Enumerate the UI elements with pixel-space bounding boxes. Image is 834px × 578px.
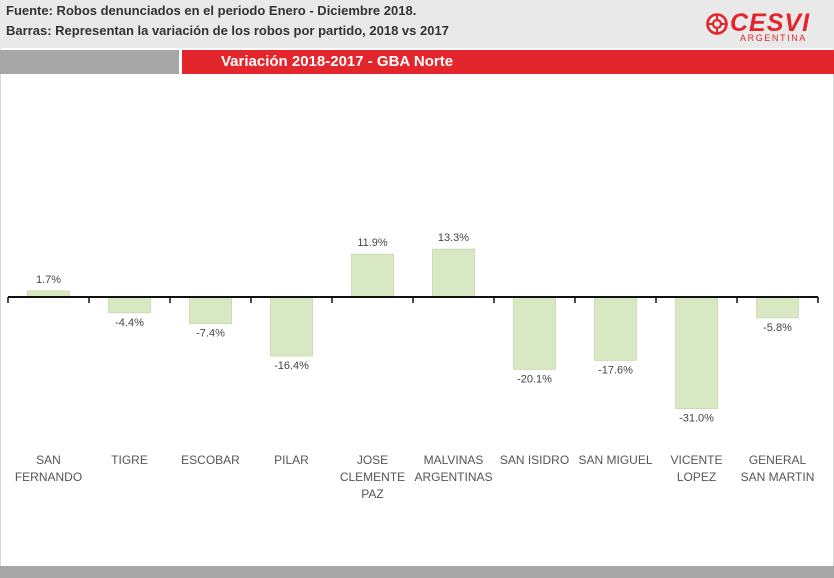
category-label: MALVINAS ARGENTINAS: [414, 453, 492, 484]
bar-chart: 1.7% -4.4% -7.4% -16.4% 11.9% 13.3% -20.1% -17.…: [7, 232, 819, 501]
source-note: Fuente: Robos denunciados en el periodo …: [6, 3, 417, 18]
gray-title-band: [0, 50, 179, 74]
category-label: TIGRE: [111, 453, 148, 467]
bars-note: Barras: Representan la variación de los …: [6, 23, 449, 38]
value-label: -7.4%: [196, 328, 225, 340]
logo-word: CESVI: [730, 9, 811, 37]
value-label: -16.4%: [274, 360, 309, 372]
header-band: Fuente: Robos denunciados en el periodo …: [0, 0, 834, 48]
logo-subtitle: ARGENTINA: [740, 33, 807, 43]
red-title-band: [182, 50, 834, 74]
category-label: JOSE CLEMENTE PAZ: [340, 453, 405, 501]
value-label: 13.3%: [438, 232, 469, 244]
category-label: GENERAL SAN MARTIN: [741, 453, 815, 484]
bar: [270, 296, 313, 357]
category-label: PILAR: [274, 453, 309, 467]
value-label: -4.4%: [115, 317, 144, 329]
footer-band: [0, 566, 834, 578]
cesvi-logo: CESVI ARGENTINA: [706, 9, 826, 43]
bar: [108, 296, 151, 314]
bar: [594, 296, 637, 361]
category-label: SAN MIGUEL: [578, 453, 652, 467]
value-label: 1.7%: [36, 274, 61, 286]
cesvi-logo-icon: [706, 13, 728, 35]
bar: [513, 296, 556, 370]
value-label: -31.0%: [679, 413, 714, 425]
category-label: ESCOBAR: [181, 453, 240, 467]
category-label: SAN ISIDRO: [500, 453, 569, 467]
value-label: -5.8%: [763, 322, 792, 334]
value-label: -17.6%: [598, 364, 633, 376]
bar: [675, 296, 718, 409]
bar: [351, 253, 394, 298]
bar: [432, 248, 475, 298]
category-label: VICENTE LOPEZ: [670, 453, 722, 484]
bar: [756, 296, 799, 319]
value-label: 11.9%: [357, 237, 388, 249]
category-label: SAN FERNANDO: [15, 453, 82, 484]
chart-title: Variación 2018-2017 - GBA Norte: [221, 53, 454, 70]
value-label: -20.1%: [517, 373, 552, 385]
bar: [189, 296, 232, 325]
